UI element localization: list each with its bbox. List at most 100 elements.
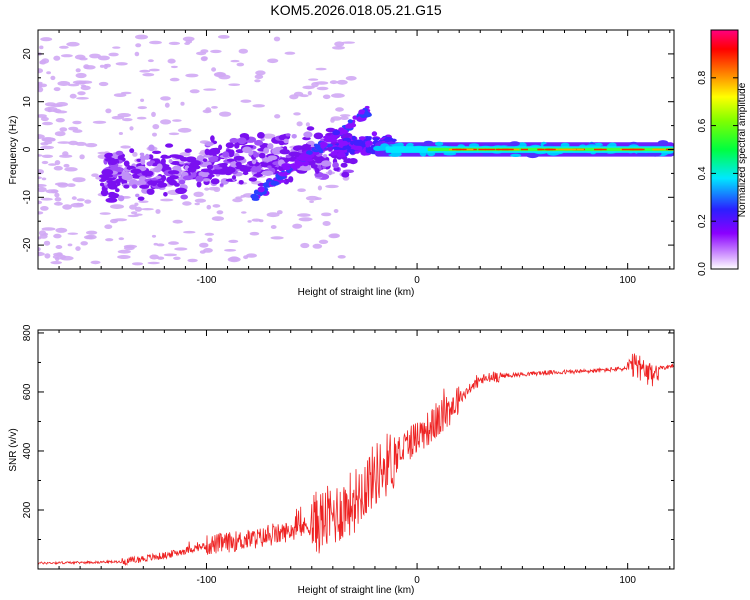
y-tick-label: 800: [22, 324, 33, 341]
spectral-blob: [153, 242, 159, 246]
spectral-blob: [136, 116, 147, 120]
snr-ylabel: SNR (v/v): [8, 428, 19, 471]
spectral-blob: [224, 249, 237, 252]
spectral-blob: [313, 132, 324, 140]
spectral-blob: [172, 219, 183, 224]
spectral-blob: [118, 237, 125, 241]
spectral-blob: [384, 136, 394, 142]
ridge-peak: [621, 148, 635, 151]
snr-marks: [38, 353, 674, 567]
spectral-blob: [157, 182, 168, 188]
spectral-blob: [345, 76, 357, 81]
spectral-blob: [170, 65, 178, 69]
spectral-blob: [151, 234, 157, 238]
y-tick-label: 600: [22, 383, 33, 400]
spectral-blob: [229, 137, 239, 144]
spectral-blob: [156, 163, 163, 171]
spectral-blob: [129, 204, 137, 210]
spectral-blob: [200, 168, 213, 173]
spectral-blob: [345, 125, 350, 129]
ridge-peak: [463, 148, 467, 151]
spectral-blob: [329, 80, 338, 85]
spectral-blob: [60, 54, 73, 58]
spectral-blob: [53, 201, 63, 206]
spectral-blob: [38, 68, 43, 74]
spectral-blob: [40, 37, 53, 42]
spectral-blob: [185, 156, 197, 163]
spectral-blob: [288, 176, 294, 183]
spectral-blob: [262, 133, 276, 139]
x-tick-label: 100: [619, 275, 636, 286]
spectral-blob: [155, 209, 161, 214]
spectral-blob: [235, 196, 243, 199]
spectral-blob: [147, 59, 154, 63]
spectral-blob: [117, 155, 123, 160]
spectral-blob: [54, 192, 60, 198]
spectral-blob: [317, 185, 322, 191]
spectral-blob: [172, 119, 182, 122]
spectral-blob: [99, 64, 105, 68]
spectral-blob: [332, 46, 345, 50]
spectral-blob: [120, 145, 131, 149]
x-tick-label: 0: [414, 575, 420, 586]
y-tick-label: 20: [22, 48, 33, 60]
spectral-blob: [321, 212, 332, 217]
spectral-blob: [204, 232, 215, 236]
spectral-blob: [284, 51, 296, 55]
spectral-blob: [168, 41, 181, 46]
spectral-blob: [67, 232, 79, 235]
spectral-blob: [84, 199, 92, 204]
ridge-blob: [509, 141, 520, 147]
spectral-blob: [148, 68, 160, 72]
spectral-blob: [322, 221, 331, 226]
spectral-blob: [108, 52, 119, 57]
ridge-peak: [488, 148, 496, 151]
spectral-blob: [130, 211, 138, 215]
spectral-blob: [38, 81, 43, 85]
spectral-blob: [201, 56, 208, 61]
spectral-blob: [41, 154, 54, 158]
spectral-blob: [70, 202, 84, 208]
snr-panel: -100 0 100 200 400 600 800 Height of straight …: [8, 324, 675, 596]
spectral-blob: [113, 93, 127, 97]
spectral-blob: [365, 143, 370, 148]
spectral-blob: [118, 132, 123, 135]
spectral-blob: [240, 99, 252, 103]
spectral-blob: [288, 151, 301, 157]
spectral-blob: [206, 204, 212, 210]
spectral-blob: [343, 159, 355, 164]
spectral-blob: [144, 153, 150, 160]
spectral-blob: [223, 166, 236, 174]
y-tick-label: 200: [22, 501, 33, 518]
spectral-blob: [278, 140, 285, 146]
spectral-blob: [233, 155, 245, 161]
spectral-blob: [75, 72, 87, 79]
spectral-blob: [117, 113, 131, 118]
spectral-blob: [337, 254, 346, 259]
spectral-blob: [260, 138, 265, 141]
spectral-blob: [152, 132, 157, 137]
spectral-blob: [320, 142, 326, 149]
spectral-blob: [108, 184, 118, 190]
spectral-blob: [44, 253, 51, 259]
spectral-blob: [50, 261, 62, 265]
spectral-blob: [132, 151, 138, 157]
spectral-blob: [353, 142, 363, 146]
spectral-blob: [52, 254, 67, 260]
spectral-blob: [135, 34, 148, 40]
spectral-blob: [57, 182, 69, 188]
spectral-blob: [72, 177, 86, 183]
spectral-blob: [309, 200, 314, 203]
spectral-blob: [75, 141, 87, 146]
spectral-blob: [131, 262, 144, 266]
spectral-blob: [210, 135, 215, 142]
spectral-blob: [99, 182, 105, 187]
spectral-blob: [371, 131, 378, 137]
spectral-blob: [217, 35, 230, 39]
spectral-blob: [191, 170, 197, 178]
spectral-blob: [174, 247, 188, 251]
ridge-blob: [434, 141, 444, 146]
spectral-blob: [75, 82, 86, 85]
spectral-blob: [285, 133, 291, 137]
